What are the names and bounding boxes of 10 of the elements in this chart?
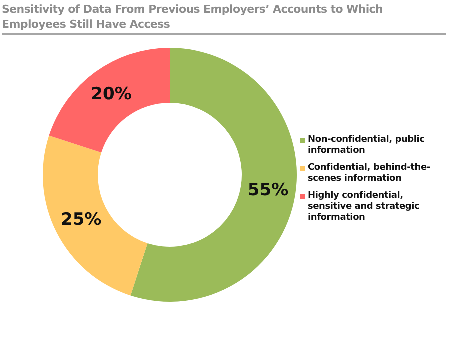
data-label: 55% (248, 180, 289, 201)
legend-label: Highly confidential, sensitive and strategic information (308, 191, 421, 224)
legend-label: Confidential, behind-the-scenes information (308, 163, 432, 185)
donut-slice (43, 136, 148, 296)
data-label: 25% (60, 210, 102, 230)
donut-slice (130, 48, 297, 302)
donut-slice (49, 48, 170, 153)
legend-label: Non-confidential, public information (308, 135, 426, 157)
chart-title: Sensitivity of Data From Previous Employers’ Accounts to Which Employees Still Have Access (2, 2, 446, 35)
data-label: 20% (91, 84, 132, 105)
